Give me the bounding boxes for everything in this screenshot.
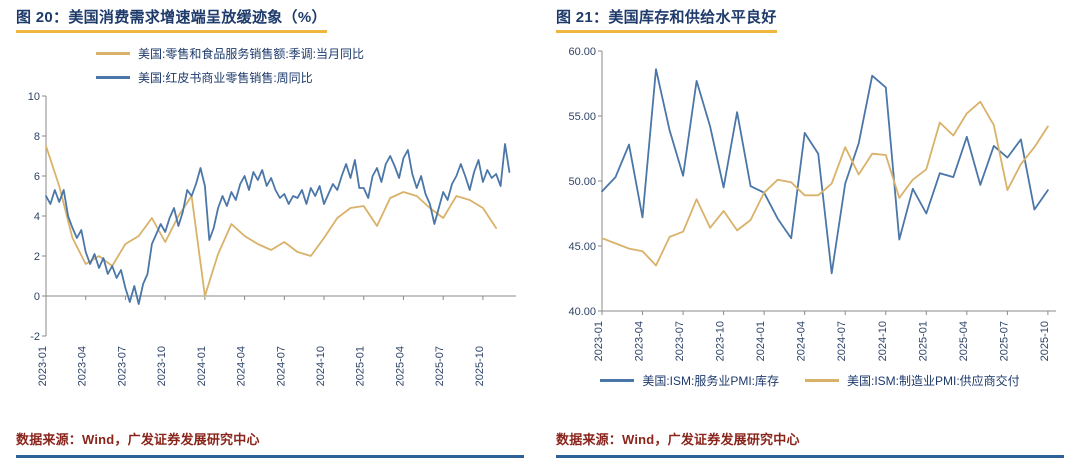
- legend-item: 美国:零售和食品服务销售额:季调:当月同比: [96, 45, 524, 62]
- footer-rule: [556, 455, 1064, 458]
- y-tick-label: 0: [34, 291, 40, 303]
- legend-line-swatch: [600, 379, 635, 382]
- figure-21-title: 图 21：美国库存和供给水平良好: [556, 6, 777, 33]
- y-tick-label: 45.00: [568, 241, 596, 253]
- figure-21-footer: 数据来源：Wind，广发证券发展研究中心: [556, 429, 1064, 458]
- figure-21-panel: 图 21：美国库存和供给水平良好 40.00 45.00 50.00 55.00 60.…: [556, 6, 1064, 458]
- legend-item: 美国:红皮书商业零售销售:周同比: [96, 69, 524, 86]
- figure-21-chart: 40.00 45.00 50.00 55.00 60.00 2023-01 2023-04 2…: [568, 46, 1056, 361]
- x-tick-label: 2025-10: [1039, 321, 1051, 361]
- legend-label: 美国:红皮书商业零售销售:周同比: [138, 71, 313, 85]
- y-tick-label: 10: [28, 91, 40, 103]
- y-tick-label: 8: [34, 131, 40, 143]
- x-tick-label: 2024-04: [796, 321, 808, 361]
- y-tick-label: -2: [30, 331, 40, 343]
- legend-label: 美国:ISM:制造业PMI:供应商交付: [847, 374, 1020, 388]
- x-tick-label: 2023-01: [37, 346, 49, 386]
- x-tick-label: 2024-01: [755, 321, 767, 361]
- series-line: [45, 145, 497, 297]
- legend-line-swatch: [96, 52, 130, 55]
- y-tick-label: 50.00: [568, 176, 596, 188]
- x-tick-label: 2024-07: [275, 346, 287, 386]
- legend-line-swatch: [805, 379, 839, 382]
- legend-line-swatch: [96, 76, 130, 79]
- series-line: [45, 143, 511, 305]
- legend-label: 美国:零售和食品服务销售额:季调:当月同比: [138, 47, 365, 61]
- y-tick-label: 4: [34, 211, 40, 223]
- series-line: [601, 100, 1049, 267]
- x-tick-label: 2023-07: [116, 346, 128, 386]
- series-line: [601, 68, 1049, 275]
- footer-rule: [16, 455, 524, 458]
- x-tick-label: 2024-07: [836, 321, 848, 361]
- y-tick-label: 40.00: [568, 306, 596, 318]
- legend-label: 美国:ISM:服务业PMI:库存: [642, 374, 779, 388]
- x-tick-label: 2024-04: [236, 346, 248, 386]
- legend-item: 美国:ISM:制造业PMI:供应商交付: [805, 372, 1020, 389]
- x-tick-label: 2023-04: [77, 346, 89, 386]
- x-tick-label: 2025-07: [434, 346, 446, 386]
- x-tick-label: 2024-01: [196, 346, 208, 386]
- figure-20-footer: 数据来源：Wind，广发证券发展研究中心: [16, 429, 524, 458]
- x-tick-label: 2024-10: [315, 346, 327, 386]
- legend-item: 美国:ISM:服务业PMI:库存: [600, 372, 779, 389]
- figure-20-legend: 美国:零售和食品服务销售额:季调:当月同比 美国:红皮书商业零售销售:周同比: [96, 45, 524, 86]
- x-tick-label: 2023-01: [593, 321, 605, 361]
- y-tick-label: 2: [34, 251, 40, 263]
- figure-20-title: 图 20：美国消费需求增速端呈放缓迹象（%）: [16, 6, 327, 33]
- figure-20-panel: 图 20：美国消费需求增速端呈放缓迹象（%） 美国:零售和食品服务销售额:季调:…: [16, 6, 524, 458]
- y-tick-label: 6: [34, 171, 40, 183]
- x-tick-label: 2025-01: [917, 321, 929, 361]
- x-tick-label: 2025-04: [958, 321, 970, 361]
- x-tick-label: 2025-07: [998, 321, 1010, 361]
- x-tick-label: 2023-10: [156, 346, 168, 386]
- data-source-note: 数据来源：Wind，广发证券发展研究中心: [16, 432, 260, 447]
- data-source-note: 数据来源：Wind，广发证券发展研究中心: [556, 432, 800, 447]
- x-tick-label: 2023-07: [674, 321, 686, 361]
- y-tick-label: 55.00: [568, 111, 596, 123]
- x-tick-label: 2024-10: [877, 321, 889, 361]
- x-tick-label: 2025-01: [355, 346, 367, 386]
- figure-21-legend: 美国:ISM:服务业PMI:库存 美国:ISM:制造业PMI:供应商交付: [556, 372, 1064, 389]
- x-tick-label: 2023-04: [634, 321, 646, 361]
- x-tick-label: 2025-04: [394, 346, 406, 386]
- x-tick-label: 2023-10: [715, 321, 727, 361]
- x-tick-label: 2025-10: [474, 346, 486, 386]
- figure-20-chart: -2 0 2 4 6 8 10 2023-01 2023-04 2023-07 2023-10 202…: [28, 91, 516, 386]
- y-tick-label: 60.00: [568, 46, 596, 58]
